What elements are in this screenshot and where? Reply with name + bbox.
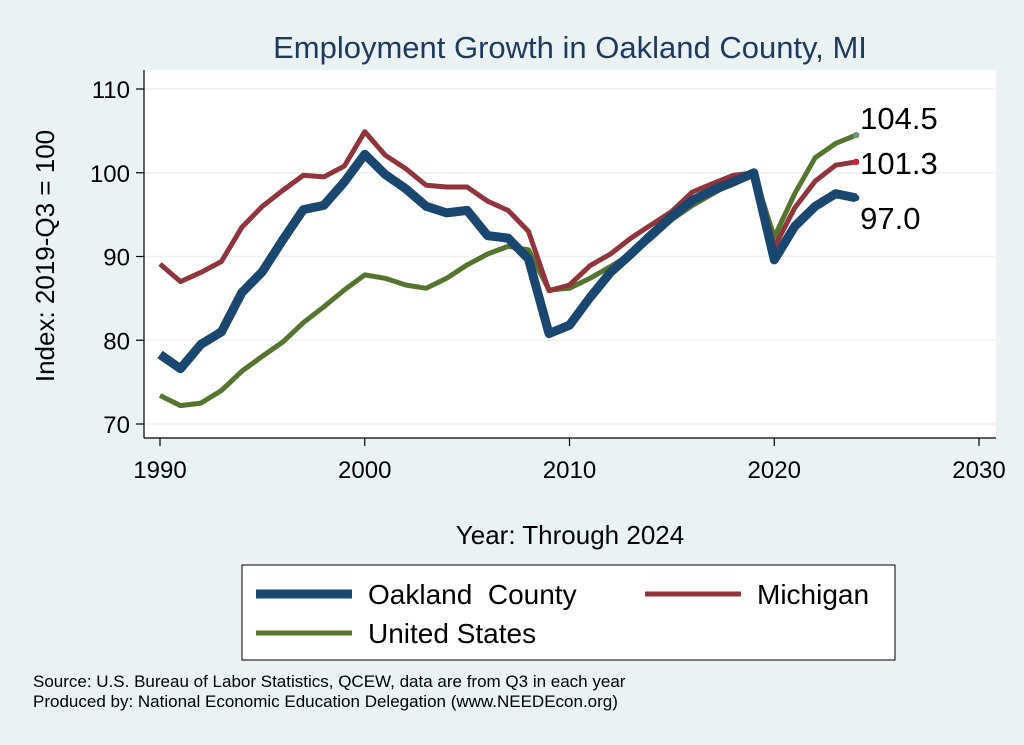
y-tick-label-80: 80 — [103, 328, 130, 355]
axes: 70 80 90 100 110 1990 2000 2010 2020 2030 — [90, 70, 1006, 484]
end-marker-oakland-county — [852, 194, 860, 202]
legend-box — [241, 564, 896, 661]
y-tick-label-90: 90 — [103, 245, 130, 272]
series-lines — [157, 129, 858, 409]
y-tick-label-110: 110 — [92, 77, 130, 104]
end-marker-united-states — [852, 131, 860, 139]
x-axis-label: Year: Through 2024 — [456, 520, 684, 550]
series-line-oakland-county — [157, 149, 858, 374]
end-labels: 97.0 101.3 104.5 — [852, 101, 938, 236]
x-tick-label-2010: 2010 — [543, 457, 596, 484]
chart-title: Employment Growth in Oakland County, MI — [273, 30, 867, 65]
plot-area — [144, 70, 996, 438]
source-note: Source: U.S. Bureau of Labor Statistics,… — [33, 672, 625, 712]
end-label-oakland-county: 97.0 — [860, 201, 920, 236]
legend: Oakland County Michigan United States — [256, 579, 869, 649]
legend-label-michigan: Michigan — [757, 579, 869, 610]
end-marker-michigan — [852, 158, 860, 166]
x-tick-label-2030: 2030 — [952, 457, 1005, 484]
y-axis-label: Index: 2019-Q3 = 100 — [30, 130, 60, 382]
y-tick-label-70: 70 — [103, 412, 130, 439]
legend-label-united-states: United States — [368, 618, 536, 649]
y-tick-label-100: 100 — [90, 161, 130, 188]
end-label-united-states: 104.5 — [860, 101, 938, 136]
x-tick-label-2000: 2000 — [338, 457, 391, 484]
x-tick-label-1990: 1990 — [133, 457, 186, 484]
source-line-1: Source: U.S. Bureau of Labor Statistics,… — [33, 672, 626, 691]
end-label-michigan: 101.3 — [860, 146, 938, 181]
x-tick-label-2020: 2020 — [748, 457, 801, 484]
legend-label-oakland-county: Oakland County — [368, 579, 577, 610]
source-line-2: Produced by: National Economic Education… — [33, 692, 618, 711]
